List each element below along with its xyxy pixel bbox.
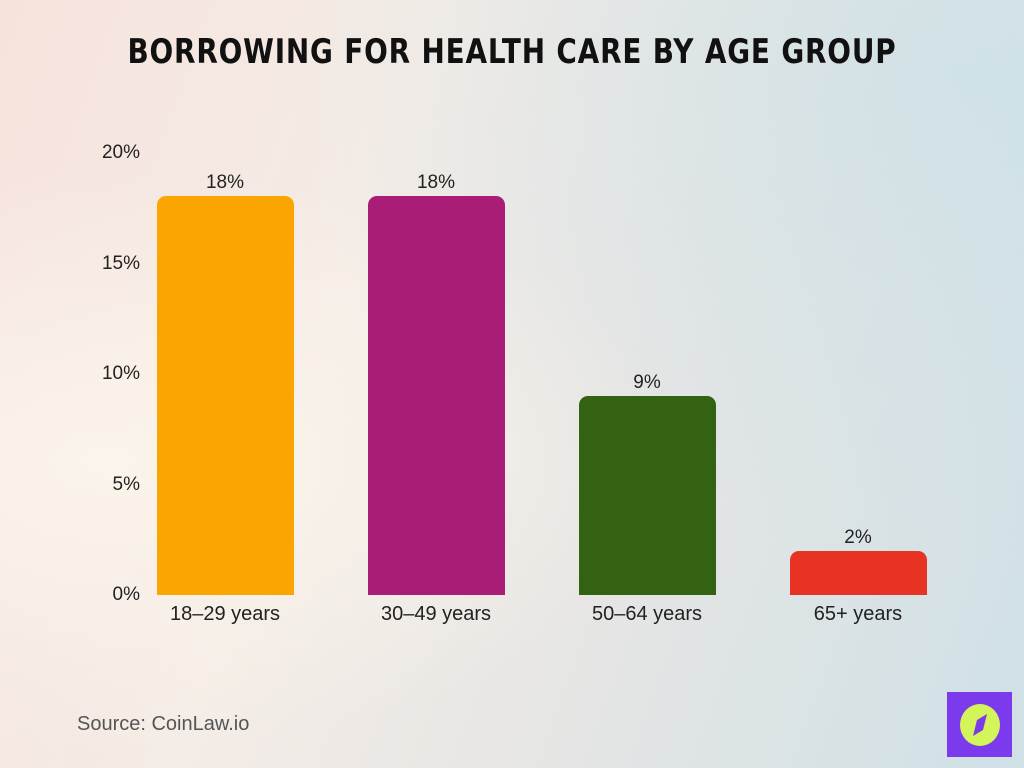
value-label-30-49: 18% <box>416 172 456 193</box>
category-label-50-64: 50–64 years <box>591 603 703 625</box>
source-text: Source: CoinLaw.io <box>77 713 250 735</box>
bar-18-29 <box>157 196 294 595</box>
value-label-65-plus: 2% <box>844 527 872 548</box>
y-tick-20: 20% <box>101 142 140 163</box>
category-label-65-plus: 65+ years <box>813 603 903 625</box>
compass-icon <box>959 703 1000 746</box>
y-tick-0: 0% <box>112 584 140 605</box>
y-tick-10: 10% <box>101 363 140 384</box>
category-label-18-29: 18–29 years <box>169 603 281 625</box>
y-tick-5: 5% <box>112 474 140 495</box>
bar-65-plus <box>790 551 927 595</box>
bar-30-49 <box>368 196 505 595</box>
brand-logo <box>947 692 1012 757</box>
bar-50-64 <box>579 396 716 595</box>
chart-title: Borrowing for Health Care by Age Group <box>127 32 897 72</box>
y-tick-15: 15% <box>101 253 140 274</box>
value-label-18-29: 18% <box>205 172 245 193</box>
value-label-50-64: 9% <box>633 372 661 393</box>
category-label-30-49: 30–49 years <box>380 603 492 625</box>
